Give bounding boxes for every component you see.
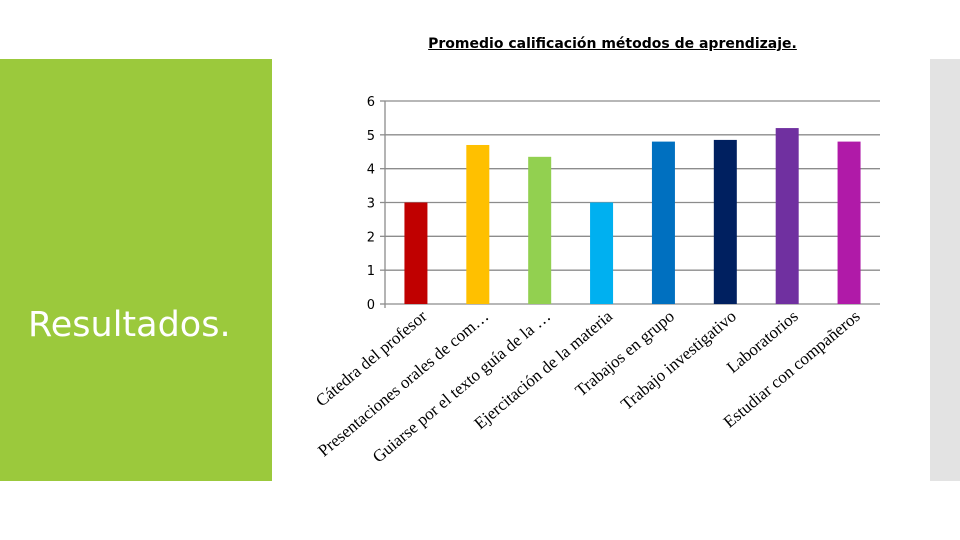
bar-4 (590, 202, 614, 304)
bar-6 (713, 139, 737, 304)
grey-side-strip (930, 59, 960, 481)
bar-1 (404, 202, 428, 304)
grid-lines (380, 100, 880, 308)
category-label: Trabajo investigativo (617, 307, 740, 414)
y-tick-label: 3 (367, 197, 375, 212)
bars (404, 128, 861, 304)
chart-title-text: Promedio calificación métodos de aprendi… (428, 36, 797, 52)
bar-8 (837, 141, 861, 304)
bar-5 (651, 141, 675, 304)
y-tick-labels: 0 1 2 3 4 5 6 (367, 95, 375, 313)
slide-heading: Resultados. (28, 305, 231, 345)
category-label: Cátedra del profesor (312, 306, 431, 410)
y-tick-label: 2 (367, 230, 375, 245)
y-tick-label: 1 (367, 264, 375, 279)
y-tick-label: 5 (367, 129, 375, 144)
bar-3 (528, 156, 552, 304)
bar-7 (775, 128, 799, 304)
y-tick-label: 4 (367, 163, 375, 178)
bar-2 (466, 144, 490, 304)
y-tick-label: 6 (367, 95, 375, 110)
green-panel: Resultados. (0, 59, 272, 481)
chart-title: Promedio calificación métodos de aprendi… (0, 36, 960, 52)
y-tick-label: 0 (367, 298, 375, 313)
